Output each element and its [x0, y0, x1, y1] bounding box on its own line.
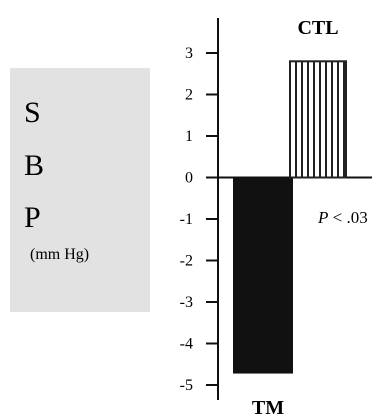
- y-tick-label: -5: [180, 377, 193, 394]
- y-tick-label: -2: [180, 253, 193, 270]
- y-tick-label: -4: [180, 336, 193, 353]
- category-labels: TM CTL: [252, 17, 339, 419]
- significance-threshold: < .03: [328, 208, 367, 227]
- y-tick-label: 2: [185, 87, 193, 104]
- y-axis-label-letter-p: P: [24, 201, 41, 234]
- y-axis-label-letter-b: B: [24, 149, 44, 182]
- y-axis-label-unit: (mm Hg): [30, 246, 89, 263]
- y-tick-label: 0: [185, 170, 193, 187]
- bars: [233, 60, 347, 374]
- y-tick-label: 3: [185, 45, 193, 62]
- category-label-ctl: CTL: [297, 17, 338, 39]
- y-axis-label-background: [10, 68, 150, 312]
- y-tick-label: -1: [180, 211, 193, 228]
- bar-tm: [233, 176, 293, 374]
- y-axis-label-panel: S B P (mm Hg): [10, 68, 150, 312]
- y-axis-label-letter-s: S: [24, 96, 41, 129]
- bar-ctl: [289, 60, 347, 179]
- y-tick-label: 1: [185, 128, 193, 145]
- significance-p-symbol: P: [317, 208, 328, 227]
- significance-annotation: P < .03: [317, 208, 368, 227]
- y-tick-label: -3: [180, 294, 193, 311]
- y-ticks: 3 2 1 0 -1 -2 -3 -4 -5: [180, 45, 218, 394]
- category-label-tm: TM: [252, 397, 284, 419]
